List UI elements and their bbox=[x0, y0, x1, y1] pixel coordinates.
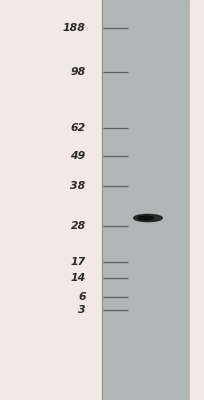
Text: 14: 14 bbox=[70, 273, 86, 283]
Text: 38: 38 bbox=[70, 181, 86, 191]
Bar bbox=[102, 0, 190, 400]
Text: 49: 49 bbox=[70, 151, 86, 161]
Text: 6: 6 bbox=[78, 292, 86, 302]
Text: 188: 188 bbox=[63, 23, 86, 33]
Ellipse shape bbox=[138, 216, 154, 220]
Text: 3: 3 bbox=[78, 305, 86, 315]
Text: 62: 62 bbox=[70, 123, 86, 133]
Text: 98: 98 bbox=[70, 67, 86, 77]
Ellipse shape bbox=[134, 214, 162, 222]
Text: 17: 17 bbox=[70, 257, 86, 267]
Bar bbox=[190, 0, 204, 400]
Text: 28: 28 bbox=[70, 221, 86, 231]
Bar bbox=[0, 0, 102, 400]
